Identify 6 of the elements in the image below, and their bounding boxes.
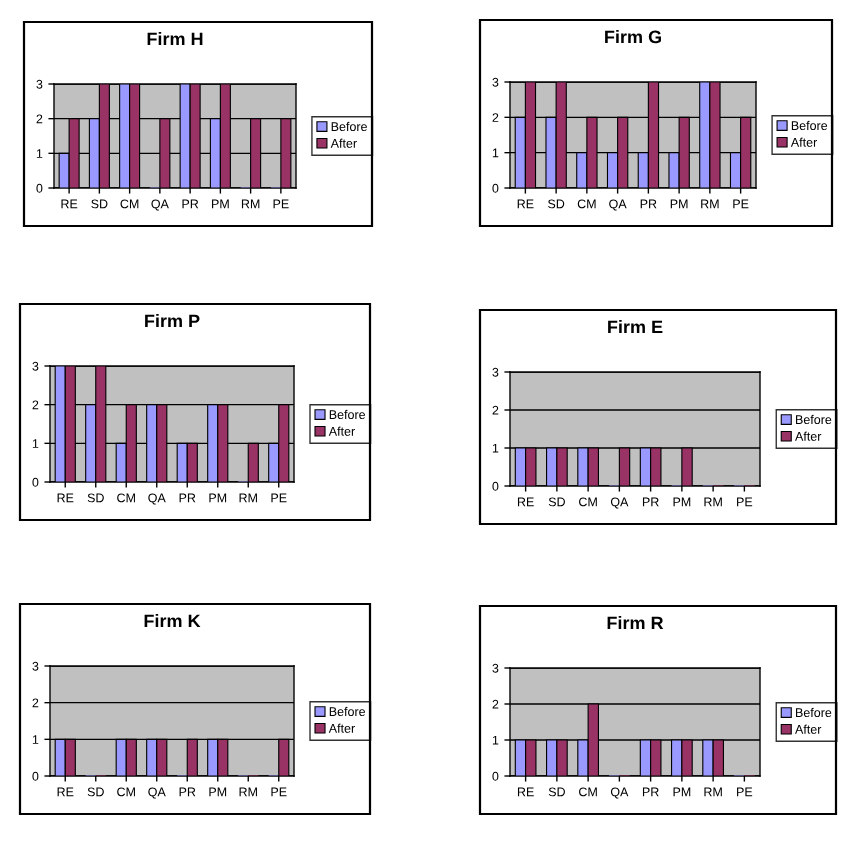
chart-title: Firm E [608, 320, 663, 334]
chart-title: Firm H [147, 32, 203, 46]
chart-title: Firm G [605, 30, 661, 44]
chart-title: Firm R [607, 616, 664, 630]
chart-title: Firm P [145, 314, 200, 328]
chart-title: Firm K [144, 614, 201, 628]
